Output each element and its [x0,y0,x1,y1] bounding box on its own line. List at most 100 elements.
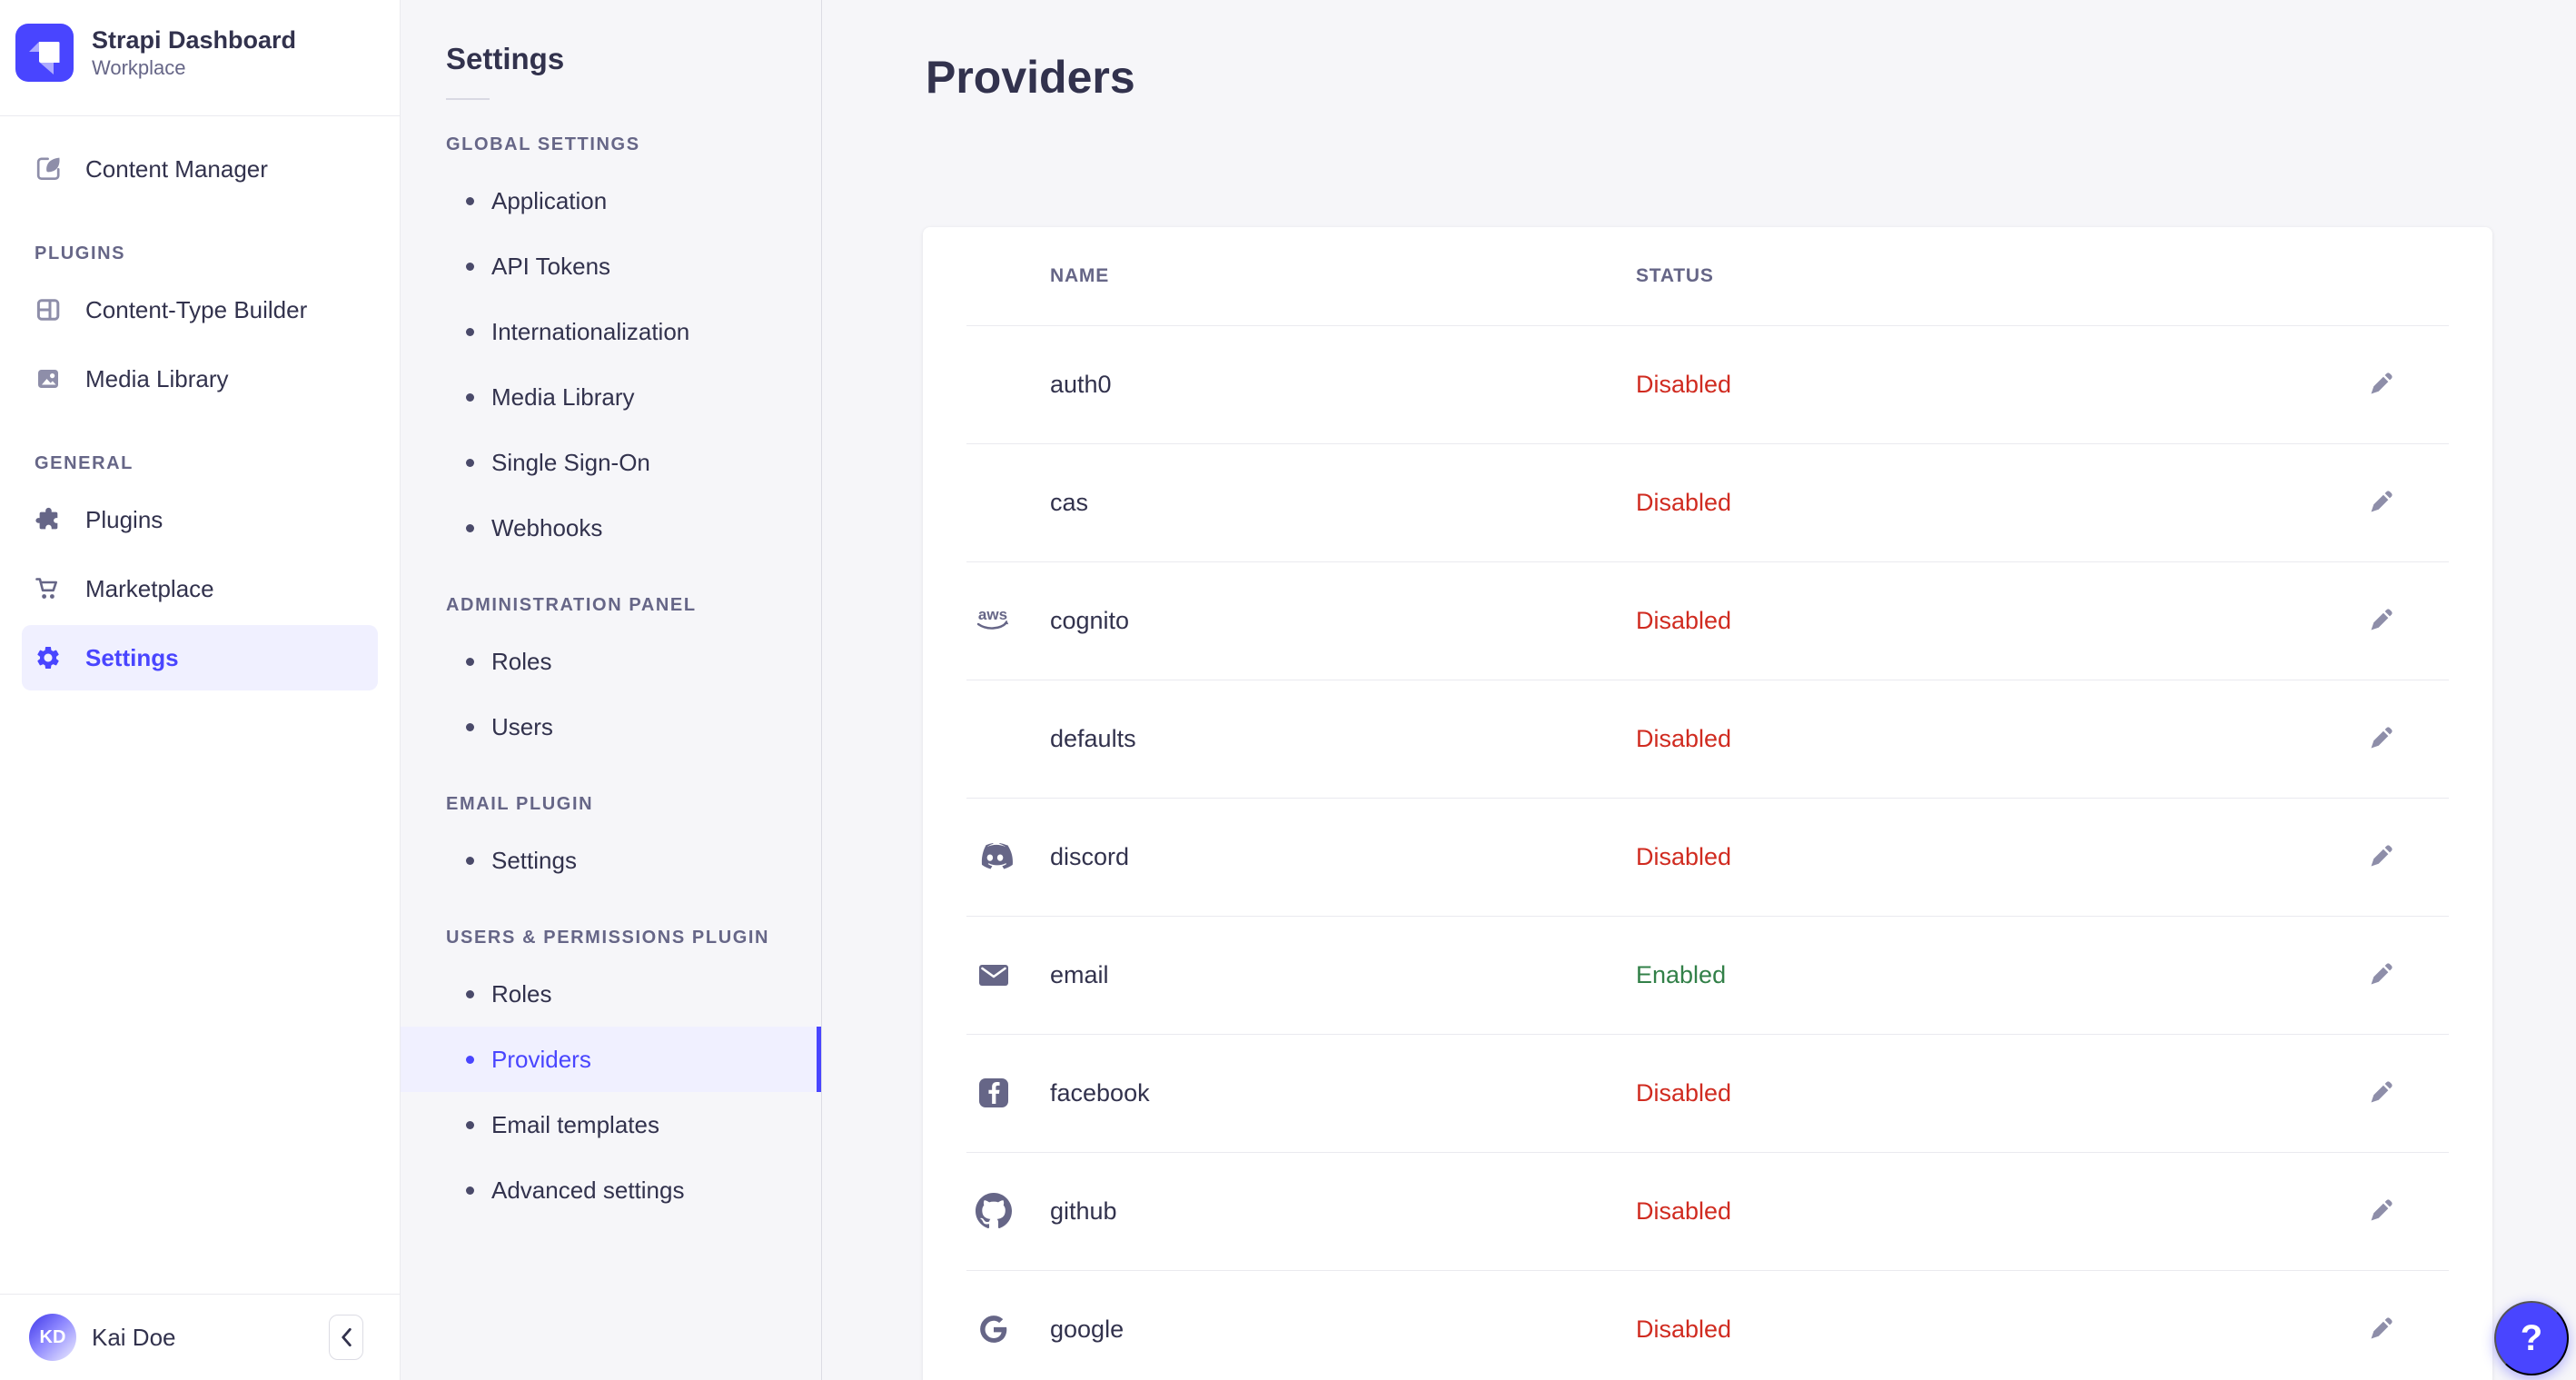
edit-provider-button[interactable] [2349,1270,2413,1380]
subnav-item-internationalization[interactable]: Internationalization [401,299,821,364]
avatar[interactable]: KD [29,1314,76,1361]
svg-text:aws: aws [978,606,1007,623]
subnav-item-label: Roles [491,647,552,675]
provider-name: facebook [1050,1078,1150,1107]
main-nav: Content Manager PLUGINS Content-Type Bui… [0,116,400,690]
sidebar-item-media-library[interactable]: Media Library [22,346,378,412]
provider-name: defaults [1050,724,1136,752]
pencil-icon [2371,727,2393,749]
pencil-icon [2371,1081,2393,1103]
sidebar-item-content-type-builder[interactable]: Content-Type Builder [22,277,378,343]
edit-provider-button[interactable] [2349,325,2413,443]
provider-name: auth0 [1050,370,1112,398]
edit-provider-button[interactable] [2349,561,2413,680]
table-row-facebook[interactable]: facebook Disabled [923,1034,2492,1152]
status-badge: Disabled [1636,842,1732,870]
layout-icon [35,295,62,324]
subnav-item-label: Email templates [491,1110,659,1138]
subnav-item-label: Settings [491,846,577,874]
puzzle-icon [35,505,62,534]
subnav-list: Application API Tokens Internationalizat… [401,168,821,561]
pencil-icon [2371,1317,2393,1339]
collapse-sidebar-button[interactable] [329,1315,363,1360]
brand[interactable]: Strapi Dashboard Workplace [0,0,400,82]
pencil-icon [2371,372,2393,394]
pencil-icon [2371,491,2393,512]
column-header-status: STATUS [1636,265,1714,286]
subnav-section-users-permissions: USERS & PERMISSIONS PLUGIN [446,928,770,948]
subnav-item-providers[interactable]: Providers [401,1027,821,1092]
pencil-icon [2371,609,2393,630]
content-manager-icon [35,154,62,184]
sidebar-item-label: Marketplace [85,574,214,602]
provider-name: cognito [1050,606,1130,634]
strapi-logo-icon [15,24,74,82]
divider [446,98,490,100]
cart-icon [35,574,62,603]
workspace-name: Workplace [92,56,186,79]
subnav-list: Settings [401,828,821,893]
main-sidebar: Strapi Dashboard Workplace Content Manag… [0,0,401,1380]
subnav-item-media-library[interactable]: Media Library [401,364,821,430]
sidebar-item-plugins[interactable]: Plugins [22,487,378,552]
table-row-github[interactable]: github Disabled [923,1152,2492,1270]
provider-name: email [1050,960,1109,988]
subnav-item-advanced-settings[interactable]: Advanced settings [401,1157,821,1223]
edit-provider-button[interactable] [2349,798,2413,916]
subnav-item-up-roles[interactable]: Roles [401,961,821,1027]
subnav-item-label: Internationalization [491,317,690,345]
subnav-item-email-templates[interactable]: Email templates [401,1092,821,1157]
subnav-section-administration-panel: ADMINISTRATION PANEL [446,595,697,615]
table-row-auth0[interactable]: auth0 Disabled [923,325,2492,443]
divider [0,115,400,116]
subnav-title: Settings [446,42,565,75]
provider-name: discord [1050,842,1130,870]
subnav-item-label: Media Library [491,382,635,411]
subnav-list: Roles Providers Email templates Advanced… [401,961,821,1223]
status-badge: Disabled [1636,370,1732,398]
sidebar-item-marketplace[interactable]: Marketplace [22,556,378,621]
table-header: NAME STATUS [923,227,2492,325]
edit-provider-button[interactable] [2349,680,2413,798]
subnav-item-email-settings[interactable]: Settings [401,828,821,893]
sidebar-item-label: Settings [85,643,179,671]
status-badge: Disabled [1636,606,1732,634]
subnav-item-label: Advanced settings [491,1176,685,1204]
table-row-google[interactable]: google Disabled [923,1270,2492,1380]
provider-name: google [1050,1315,1125,1343]
subnav-item-webhooks[interactable]: Webhooks [401,495,821,561]
subnav-item-single-sign-on[interactable]: Single Sign-On [401,430,821,495]
table-row-discord[interactable]: discord Disabled [923,798,2492,916]
status-badge: Disabled [1636,724,1732,752]
sidebar-item-content-manager[interactable]: Content Manager [22,136,378,202]
subnav-item-api-tokens[interactable]: API Tokens [401,233,821,299]
edit-provider-button[interactable] [2349,443,2413,561]
table-row-cas[interactable]: cas Disabled [923,443,2492,561]
nav-section-plugins: PLUGINS [35,243,126,263]
picture-icon [35,364,62,393]
subnav-item-admin-users[interactable]: Users [401,694,821,759]
table-row-email[interactable]: email Enabled [923,916,2492,1034]
table-row-defaults[interactable]: defaults Disabled [923,680,2492,798]
envelope-icon [970,916,1017,1034]
subnav-item-label: Providers [491,1045,591,1073]
help-button[interactable]: ? [2494,1301,2569,1375]
edit-provider-button[interactable] [2349,1034,2413,1152]
sidebar-item-label: Content Manager [85,154,268,183]
edit-provider-button[interactable] [2349,916,2413,1034]
edit-provider-button[interactable] [2349,1152,2413,1270]
gear-icon [35,643,62,672]
sidebar-item-settings[interactable]: Settings [22,625,378,690]
status-badge: Disabled [1636,1196,1732,1225]
status-badge: Enabled [1636,960,1727,988]
subnav-section-email-plugin: EMAIL PLUGIN [446,794,594,814]
table-row-cognito[interactable]: aws cognito Disabled [923,561,2492,680]
provider-name: github [1050,1196,1117,1225]
subnav-section-global-settings: GLOBAL SETTINGS [446,134,640,154]
subnav-item-label: API Tokens [491,252,611,280]
subnav-item-admin-roles[interactable]: Roles [401,629,821,694]
settings-subnav: Settings GLOBAL SETTINGS Application API… [401,0,822,1380]
subnav-item-application[interactable]: Application [401,168,821,233]
brand-text: Strapi Dashboard Workplace [92,25,296,81]
nav-section-general: GENERAL [35,453,134,473]
